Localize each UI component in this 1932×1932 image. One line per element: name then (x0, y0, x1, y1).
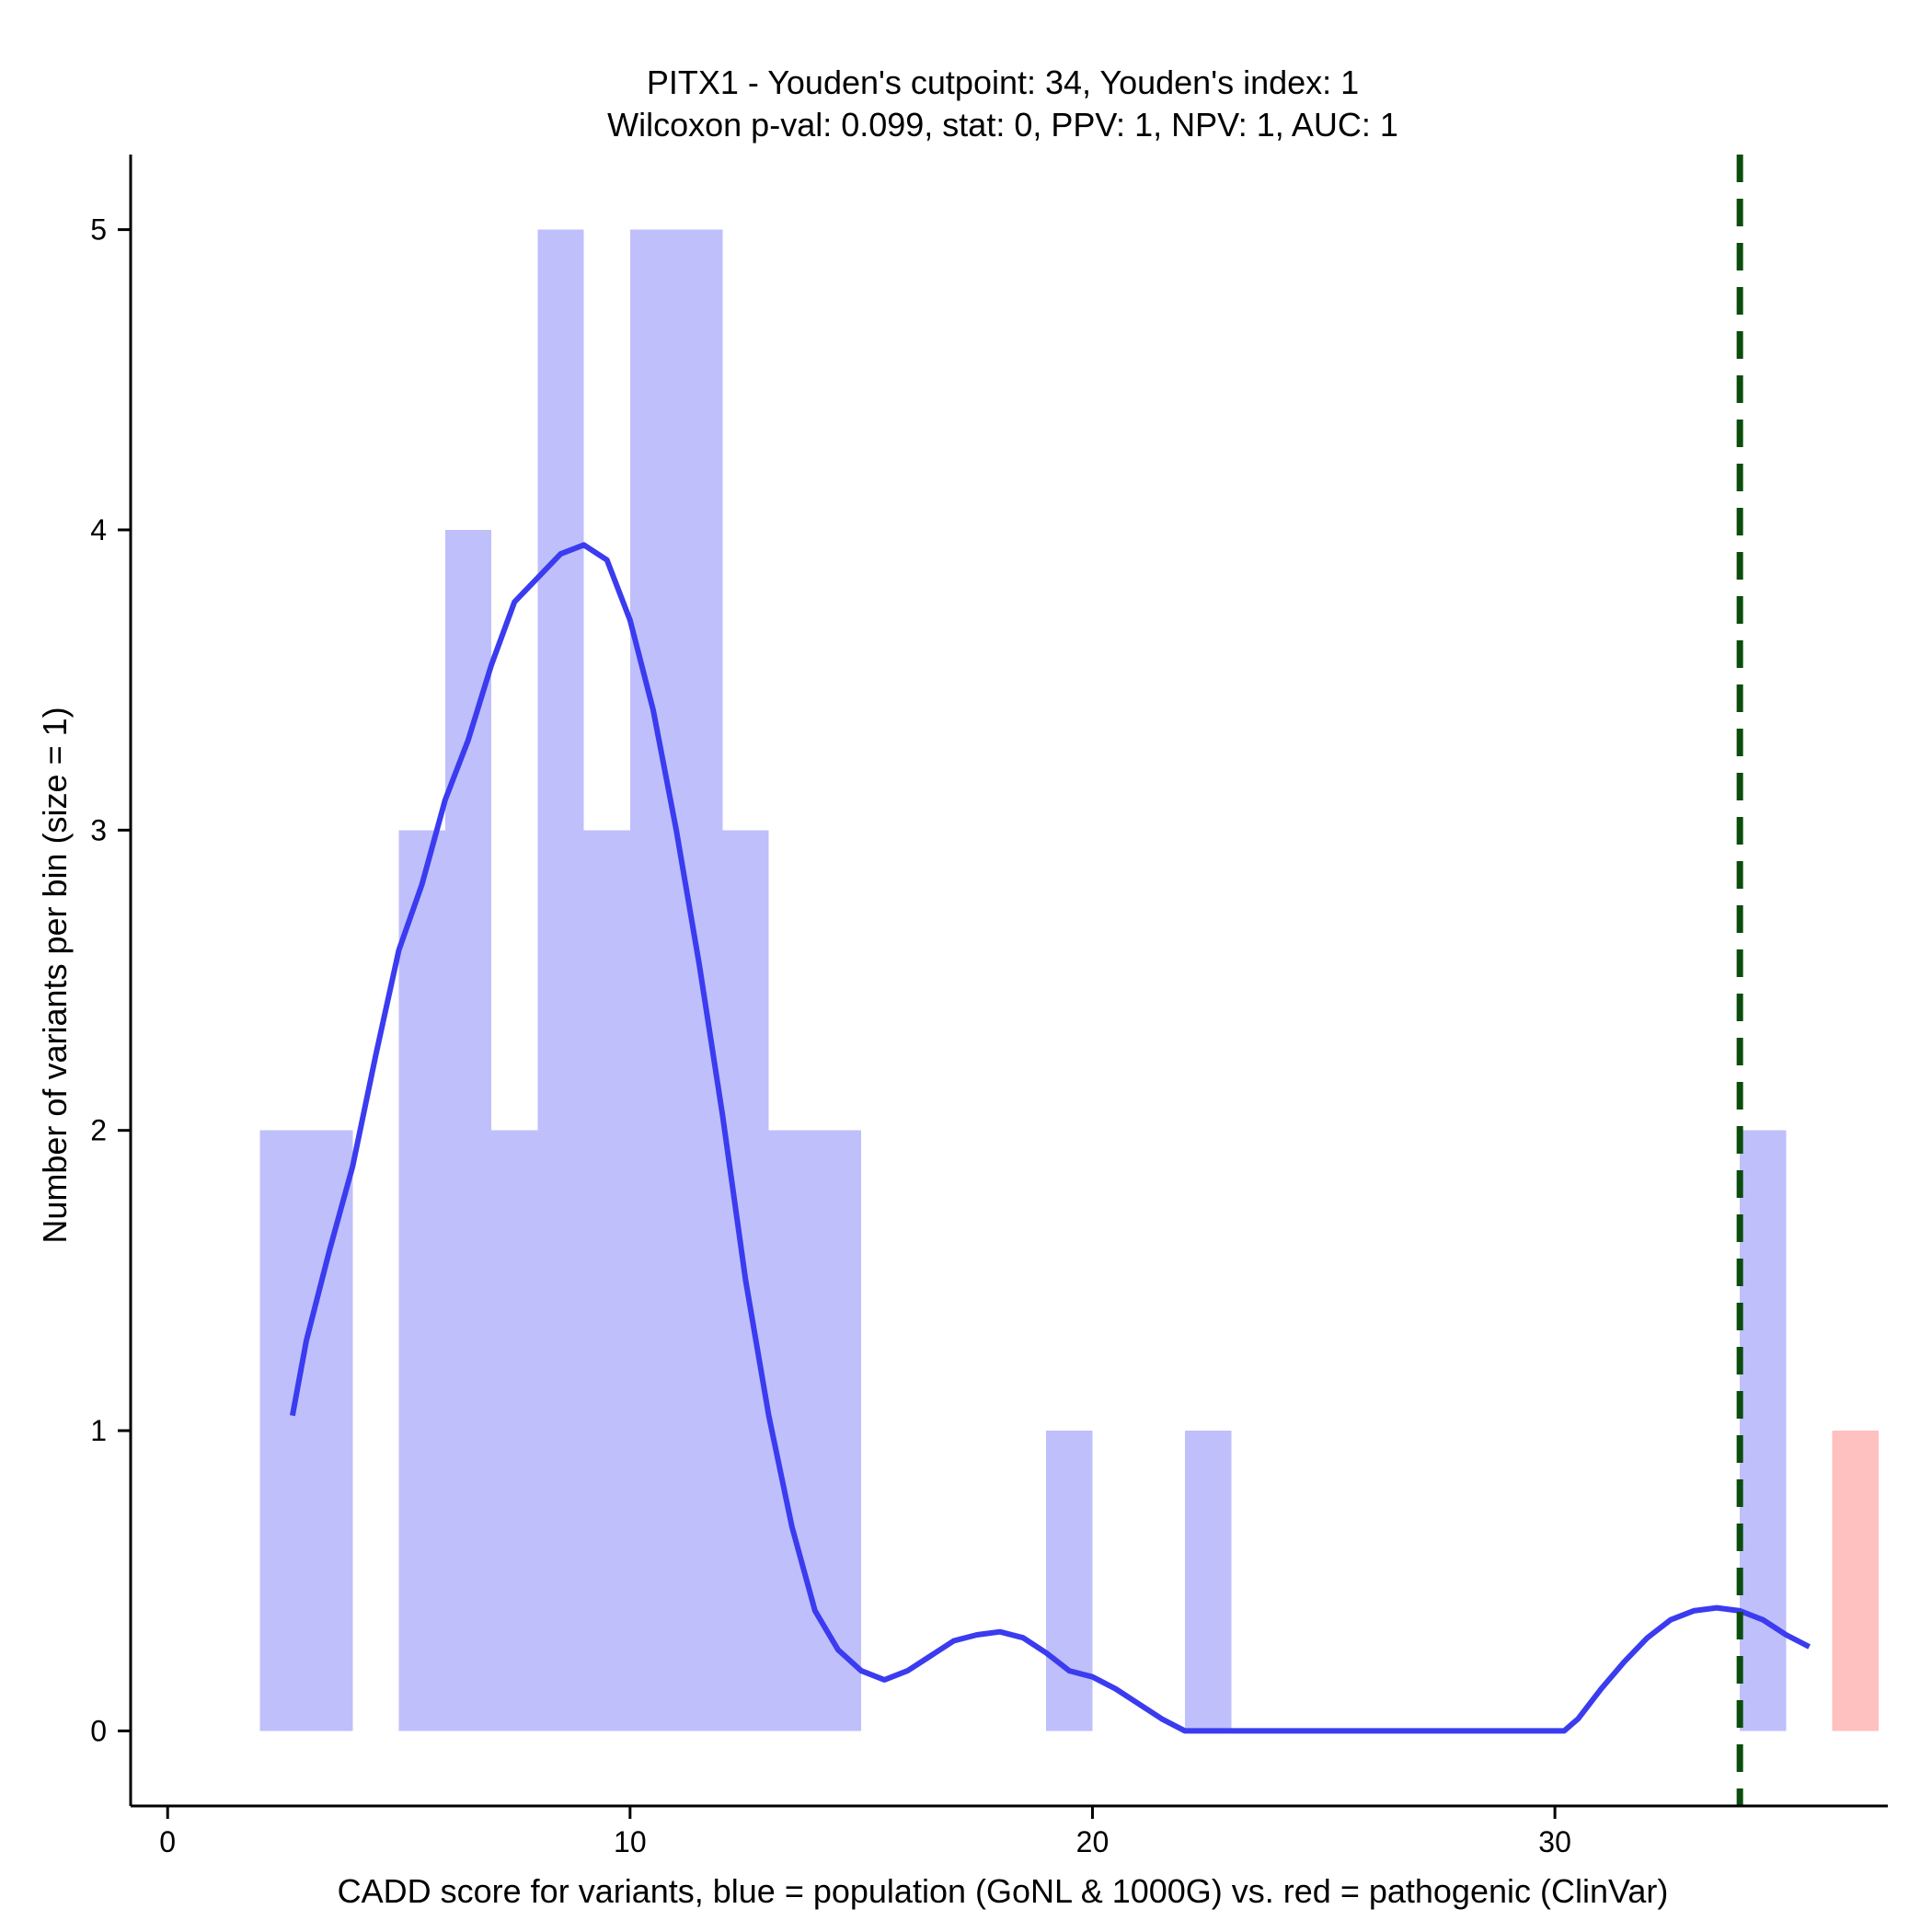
population-bar-7 (491, 1130, 538, 1731)
population-bar-22 (1185, 1431, 1232, 1731)
pathogenic-bar-36 (1832, 1431, 1879, 1731)
y-tick-label-3: 3 (90, 813, 107, 846)
population-bar-19 (1046, 1431, 1093, 1731)
y-tick-label-4: 4 (90, 513, 107, 546)
population-bar-9 (583, 830, 630, 1731)
y-tick-label-5: 5 (90, 213, 107, 247)
chart-title-line-2: Wilcoxon p-val: 0.099, stat: 0, PPV: 1, … (607, 106, 1398, 144)
y-tick-label-1: 1 (90, 1414, 107, 1447)
population-bar-14 (814, 1130, 862, 1731)
y-axis-label: Number of variants per bin (size = 1) (36, 707, 74, 1243)
x-tick-label-20: 20 (1076, 1825, 1110, 1858)
population-bar-10 (629, 229, 677, 1731)
x-tick-label-10: 10 (614, 1825, 647, 1858)
chart-title: PITX1 - Youden's cutpoint: 34, Youden's … (607, 63, 1398, 144)
population-bar-3 (306, 1130, 353, 1731)
population-bar-34 (1740, 1130, 1787, 1731)
density-curve (289, 542, 1811, 1734)
population-bar-8 (537, 229, 584, 1731)
population-bar-5 (398, 830, 445, 1731)
population-bar-2 (259, 1130, 306, 1731)
x-tick-label-30: 30 (1538, 1825, 1571, 1858)
chart-title-line-1: PITX1 - Youden's cutpoint: 34, Youden's … (647, 63, 1359, 101)
histogram-bars (259, 229, 1879, 1731)
x-tick-label-0: 0 (159, 1825, 176, 1858)
density-curve-layer (289, 542, 1811, 1734)
y-tick-label-0: 0 (90, 1714, 107, 1747)
y-tick-label-2: 2 (90, 1114, 107, 1147)
population-bar-13 (768, 1130, 815, 1731)
axes: 0 10 20 30 0 1 2 3 4 5 (90, 155, 1888, 1858)
x-axis-label: CADD score for variants, blue = populati… (338, 1872, 1669, 1910)
population-bar-6 (444, 529, 492, 1731)
